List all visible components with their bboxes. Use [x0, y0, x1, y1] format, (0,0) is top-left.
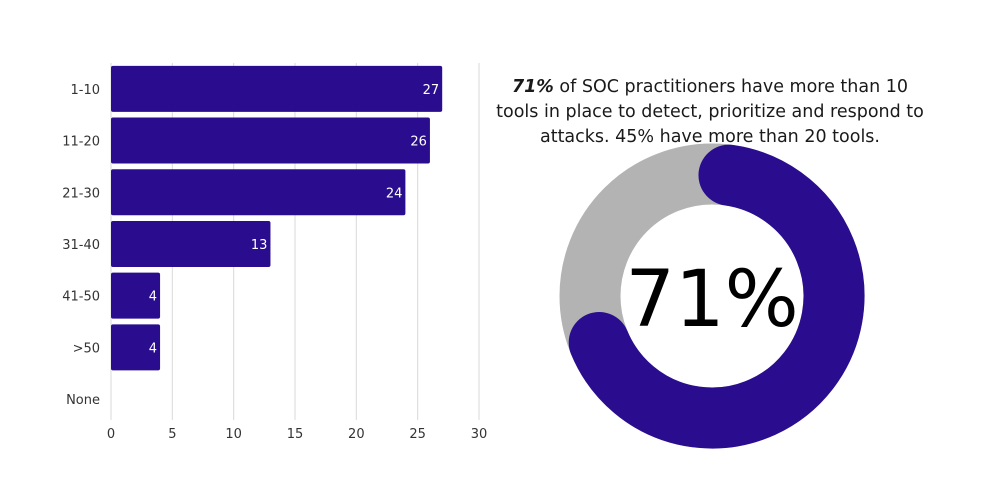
bar: [111, 117, 430, 164]
bar: [111, 65, 443, 112]
y-tick-label: 11-20: [62, 135, 100, 150]
bar-value-label: 13: [251, 238, 268, 253]
x-tick-label: 5: [168, 427, 176, 442]
bar-value-label: 4: [149, 290, 157, 305]
bar: [111, 169, 406, 216]
x-tick-label: 30: [471, 427, 488, 442]
chart-caption: 71% of SOC practitioners have more than …: [490, 75, 930, 150]
donut-center-label: 71%: [625, 255, 798, 345]
x-tick-label: 0: [107, 427, 115, 442]
y-tick-label: 41-50: [62, 290, 100, 305]
bar-value-label: 27: [423, 83, 440, 98]
x-tick-label: 10: [225, 427, 242, 442]
x-tick-label: 20: [348, 427, 365, 442]
y-tick-label: 1-10: [70, 83, 100, 98]
bar: [111, 272, 161, 319]
bar-value-label: 4: [149, 341, 157, 356]
bar: [111, 220, 271, 267]
caption-text: of SOC practitioners have more than 10 t…: [496, 77, 924, 147]
caption-highlight: 71%: [511, 77, 554, 97]
bar: [111, 324, 161, 371]
y-tick-label: None: [66, 393, 100, 408]
x-tick-label: 25: [409, 427, 426, 442]
bar-value-label: 26: [410, 135, 427, 150]
bar-value-label: 24: [386, 186, 403, 201]
y-tick-label: 31-40: [62, 238, 100, 253]
y-tick-label: >50: [73, 341, 100, 356]
x-tick-label: 15: [287, 427, 304, 442]
y-tick-label: 21-30: [62, 186, 100, 201]
donut-segment: [568, 144, 865, 449]
